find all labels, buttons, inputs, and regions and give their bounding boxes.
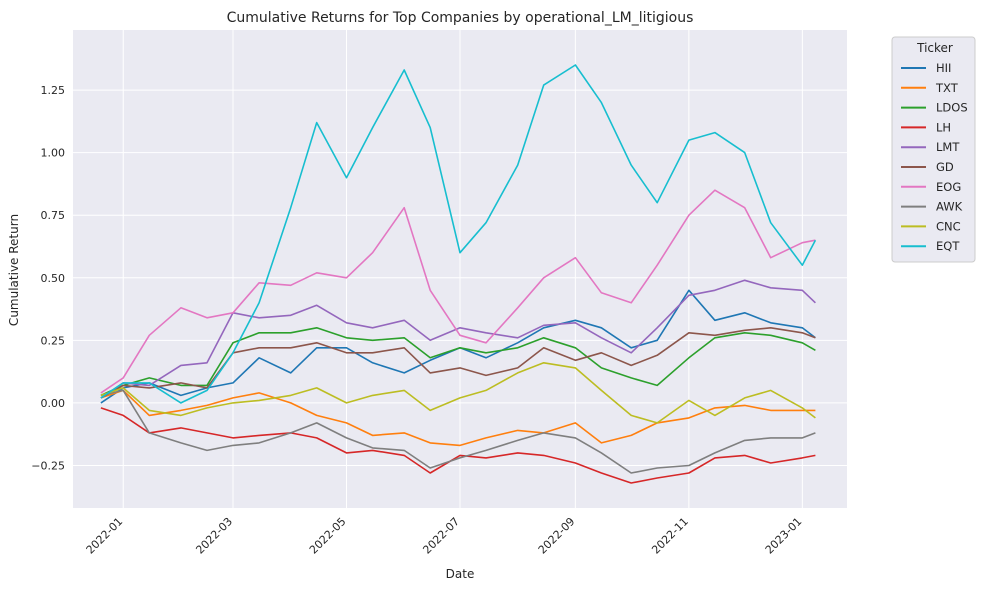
series-lines bbox=[100, 64, 817, 484]
y-tick-label: 0.00 bbox=[41, 397, 66, 410]
legend-label-lmt: LMT bbox=[936, 140, 960, 154]
legend-label-lh: LH bbox=[936, 120, 951, 134]
y-tick-label: −0.25 bbox=[31, 459, 65, 472]
y-tick-label: 0.75 bbox=[41, 209, 66, 222]
grid-lines bbox=[73, 30, 847, 508]
y-tick-label: 1.25 bbox=[41, 84, 66, 97]
chart-title: Cumulative Returns for Top Companies by … bbox=[227, 10, 694, 26]
series-line-awk bbox=[100, 389, 816, 474]
legend-label-txt: TXT bbox=[935, 81, 959, 95]
legend-label-ldos: LDOS bbox=[936, 101, 968, 115]
legend-box bbox=[891, 36, 976, 263]
series-line-ldos bbox=[100, 326, 816, 397]
series-line-lh bbox=[100, 407, 816, 484]
y-tick-label: 0.25 bbox=[41, 334, 66, 347]
series-line-eqt bbox=[100, 64, 817, 404]
series-line-gd bbox=[100, 326, 816, 399]
y-tick-label: 1.00 bbox=[41, 147, 66, 160]
legend-label-eqt: EQT bbox=[936, 239, 960, 253]
y-axis-label: Cumulative Return bbox=[7, 214, 21, 326]
legend-label-gd: GD bbox=[936, 160, 954, 174]
series-line-cnc bbox=[100, 361, 816, 424]
series-line-lmt bbox=[100, 279, 816, 399]
y-axis-ticks: −0.25 0.00 0.25 0.50 0.75 1.00 1.25 bbox=[31, 84, 65, 472]
legend: Ticker HII TXT LDOS LH LMT GD EOG AWK CNC EQT bbox=[891, 36, 976, 263]
legend-label-eog: EOG bbox=[936, 180, 961, 194]
series-line-eog bbox=[100, 189, 816, 394]
legend-label-hii: HII bbox=[936, 61, 951, 75]
y-tick-label: 0.50 bbox=[41, 272, 66, 285]
x-axis-label: Date bbox=[446, 567, 475, 581]
legend-label-cnc: CNC bbox=[936, 219, 961, 233]
legend-label-awk: AWK bbox=[936, 200, 963, 214]
legend-title: Ticker bbox=[916, 41, 953, 55]
